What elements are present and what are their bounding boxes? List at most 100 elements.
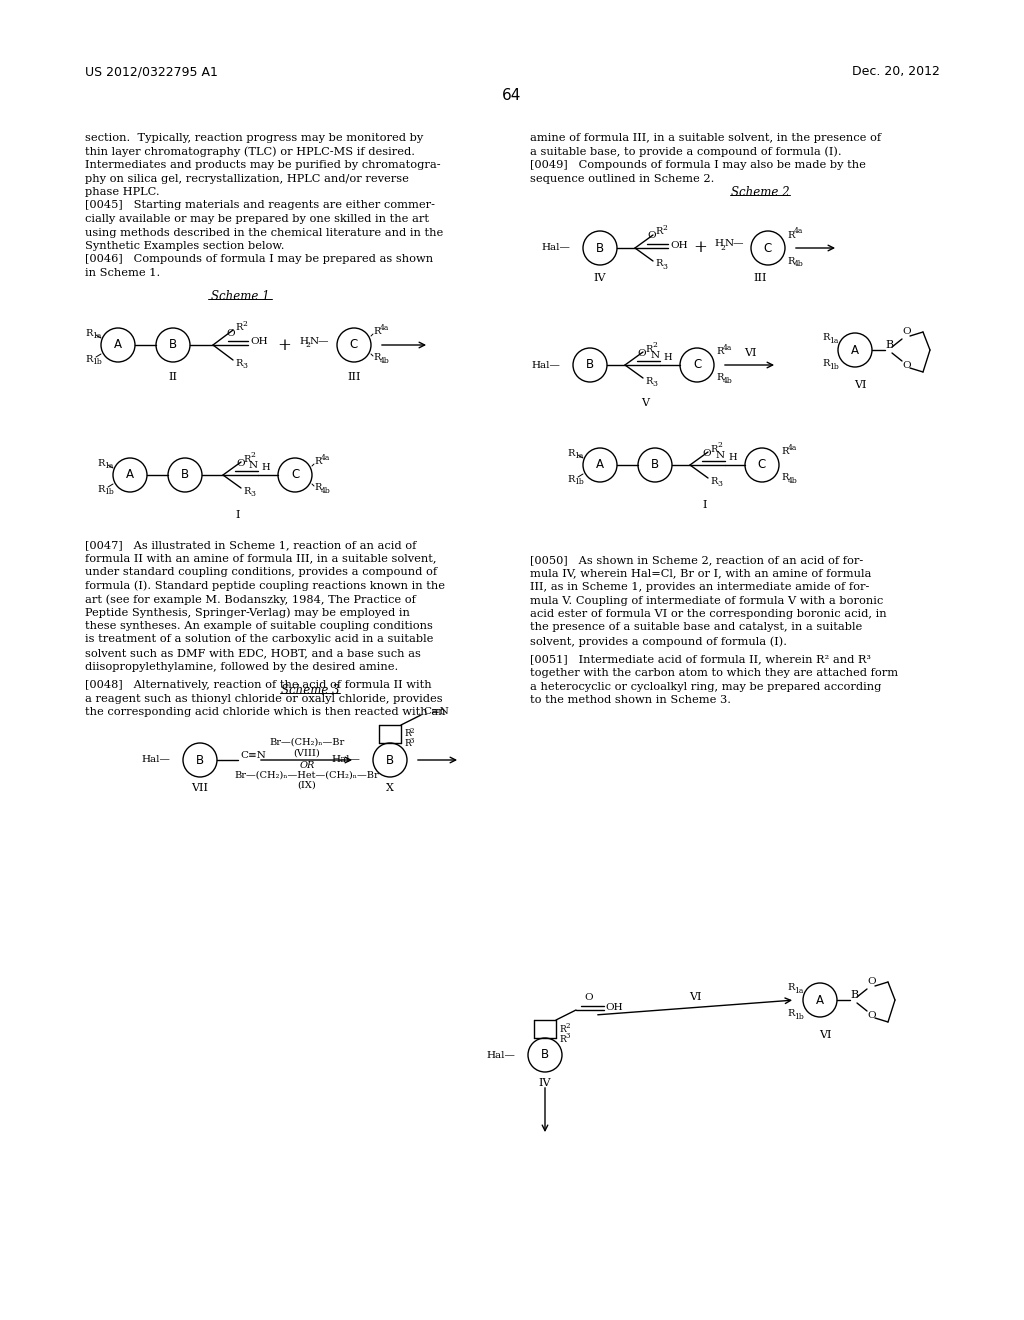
Text: B: B [651,458,659,471]
Text: Scheme 3: Scheme 3 [281,684,339,697]
Text: 64: 64 [503,87,521,103]
Text: R: R [97,458,104,467]
Text: H: H [714,239,723,248]
Text: B: B [169,338,177,351]
Text: [0048]   Alternatively, reaction of the acid of formula II with: [0048] Alternatively, reaction of the ac… [85,680,432,690]
Text: solvent, provides a compound of formula (I).: solvent, provides a compound of formula … [530,636,787,647]
Text: +: + [278,337,291,354]
Text: 2: 2 [652,341,656,348]
Text: R: R [645,376,652,385]
Text: 1a: 1a [794,987,804,995]
Text: a suitable base, to provide a compound of formula (I).: a suitable base, to provide a compound o… [530,147,842,157]
Text: a heterocyclic or cycloalkyl ring, may be prepared according: a heterocyclic or cycloalkyl ring, may b… [530,681,882,692]
Text: 1b: 1b [92,358,101,366]
Text: 4b: 4b [321,487,331,495]
Text: H: H [261,462,269,471]
Text: (IX): (IX) [298,780,316,789]
Text: A: A [851,343,859,356]
Text: 2: 2 [410,727,415,735]
Text: mula V. Coupling of intermediate of formula V with a boronic: mula V. Coupling of intermediate of form… [530,595,884,606]
Text: Peptide Synthesis, Springer-Verlag) may be employed in: Peptide Synthesis, Springer-Verlag) may … [85,607,410,618]
Text: B: B [586,359,594,371]
Text: R: R [716,374,723,383]
Text: mula IV, wherein Hal=Cl, Br or I, with an amine of formula: mula IV, wherein Hal=Cl, Br or I, with a… [530,569,871,578]
Text: B: B [885,341,893,350]
Text: 4b: 4b [723,378,733,385]
Text: VI: VI [689,993,701,1002]
Text: R: R [822,334,829,342]
Text: thin layer chromatography (TLC) or HPLC-MS if desired.: thin layer chromatography (TLC) or HPLC-… [85,147,415,157]
Text: 2: 2 [565,1022,569,1030]
Text: formula II with an amine of formula III, in a suitable solvent,: formula II with an amine of formula III,… [85,553,436,564]
Text: VI: VI [819,1030,831,1040]
Text: O: O [226,329,236,338]
Text: R: R [373,354,380,363]
Text: OH: OH [605,1002,623,1011]
Text: 4b: 4b [788,477,798,484]
Text: 1a: 1a [92,333,101,341]
Text: O: O [585,994,593,1002]
Text: O: O [702,449,712,458]
Text: B: B [541,1048,549,1061]
Text: X: X [386,783,394,793]
Text: 2: 2 [717,441,722,449]
Text: 1b: 1b [794,1012,804,1020]
Text: III: III [754,273,767,282]
Text: Hal—: Hal— [331,755,360,764]
Text: [0050]   As shown in Scheme 2, reaction of an acid of for-: [0050] As shown in Scheme 2, reaction of… [530,554,863,565]
Text: O: O [648,231,656,240]
Text: O: O [638,348,646,358]
Text: R: R [655,260,663,268]
Text: OH: OH [670,240,688,249]
Text: [0046]   Compounds of formula I may be prepared as shown: [0046] Compounds of formula I may be pre… [85,255,433,264]
Text: sequence outlined in Scheme 2.: sequence outlined in Scheme 2. [530,173,715,183]
Text: R: R [781,447,788,457]
Text: 4b: 4b [794,260,804,268]
Text: is treatment of a solution of the carboxylic acid in a suitable: is treatment of a solution of the carbox… [85,635,433,644]
Text: C: C [693,359,701,371]
Text: C: C [350,338,358,351]
Text: [0047]   As illustrated in Scheme 1, reaction of an acid of: [0047] As illustrated in Scheme 1, react… [85,540,417,550]
Text: Hal—: Hal— [486,1051,515,1060]
Text: diisopropylethylamine, followed by the desired amine.: diisopropylethylamine, followed by the d… [85,661,398,672]
Text: IV: IV [594,273,606,282]
Text: 4a: 4a [321,454,331,462]
Text: C: C [758,458,766,471]
Text: N—: N— [725,239,744,248]
Text: these syntheses. An example of suitable coupling conditions: these syntheses. An example of suitable … [85,620,433,631]
Text: R: R [234,322,243,331]
Text: R: R [567,474,574,483]
Text: using methods described in the chemical literature and in the: using methods described in the chemical … [85,227,443,238]
Text: phase HPLC.: phase HPLC. [85,187,160,197]
Text: B: B [181,469,189,482]
Text: V: V [641,399,649,408]
Text: O: O [902,362,910,371]
Text: R: R [716,347,723,356]
Text: R: R [787,231,795,239]
Text: R: R [822,359,829,368]
Text: [0049]   Compounds of formula I may also be made by the: [0049] Compounds of formula I may also b… [530,160,866,170]
Text: 1a: 1a [574,451,584,459]
Text: +: + [693,239,707,256]
Text: amine of formula III, in a suitable solvent, in the presence of: amine of formula III, in a suitable solv… [530,133,881,143]
Text: [0045]   Starting materials and reagents are either commer-: [0045] Starting materials and reagents a… [85,201,435,210]
Text: R: R [314,458,322,466]
Text: the presence of a suitable base and catalyst, in a suitable: the presence of a suitable base and cata… [530,623,862,632]
Text: (VIII): (VIII) [294,748,321,758]
Text: Hal—: Hal— [141,755,170,764]
Text: R: R [710,445,718,454]
Text: the corresponding acid chloride which is then reacted with an: the corresponding acid chloride which is… [85,708,445,717]
Text: R: R [559,1035,565,1044]
Text: R: R [314,483,322,492]
Text: R: R [373,327,380,337]
Text: R: R [787,983,795,993]
Text: acid ester of formula VI or the corresponding boronic acid, in: acid ester of formula VI or the correspo… [530,609,887,619]
Text: 3: 3 [717,480,722,488]
Text: VI: VI [854,380,866,389]
Text: phy on silica gel, recrystallization, HPLC and/or reverse: phy on silica gel, recrystallization, HP… [85,173,409,183]
Text: O: O [867,978,876,986]
Text: 2: 2 [250,451,255,459]
Text: section.  Typically, reaction progress may be monitored by: section. Typically, reaction progress ma… [85,133,423,143]
Text: H: H [663,352,672,362]
Text: 4b: 4b [380,356,390,366]
